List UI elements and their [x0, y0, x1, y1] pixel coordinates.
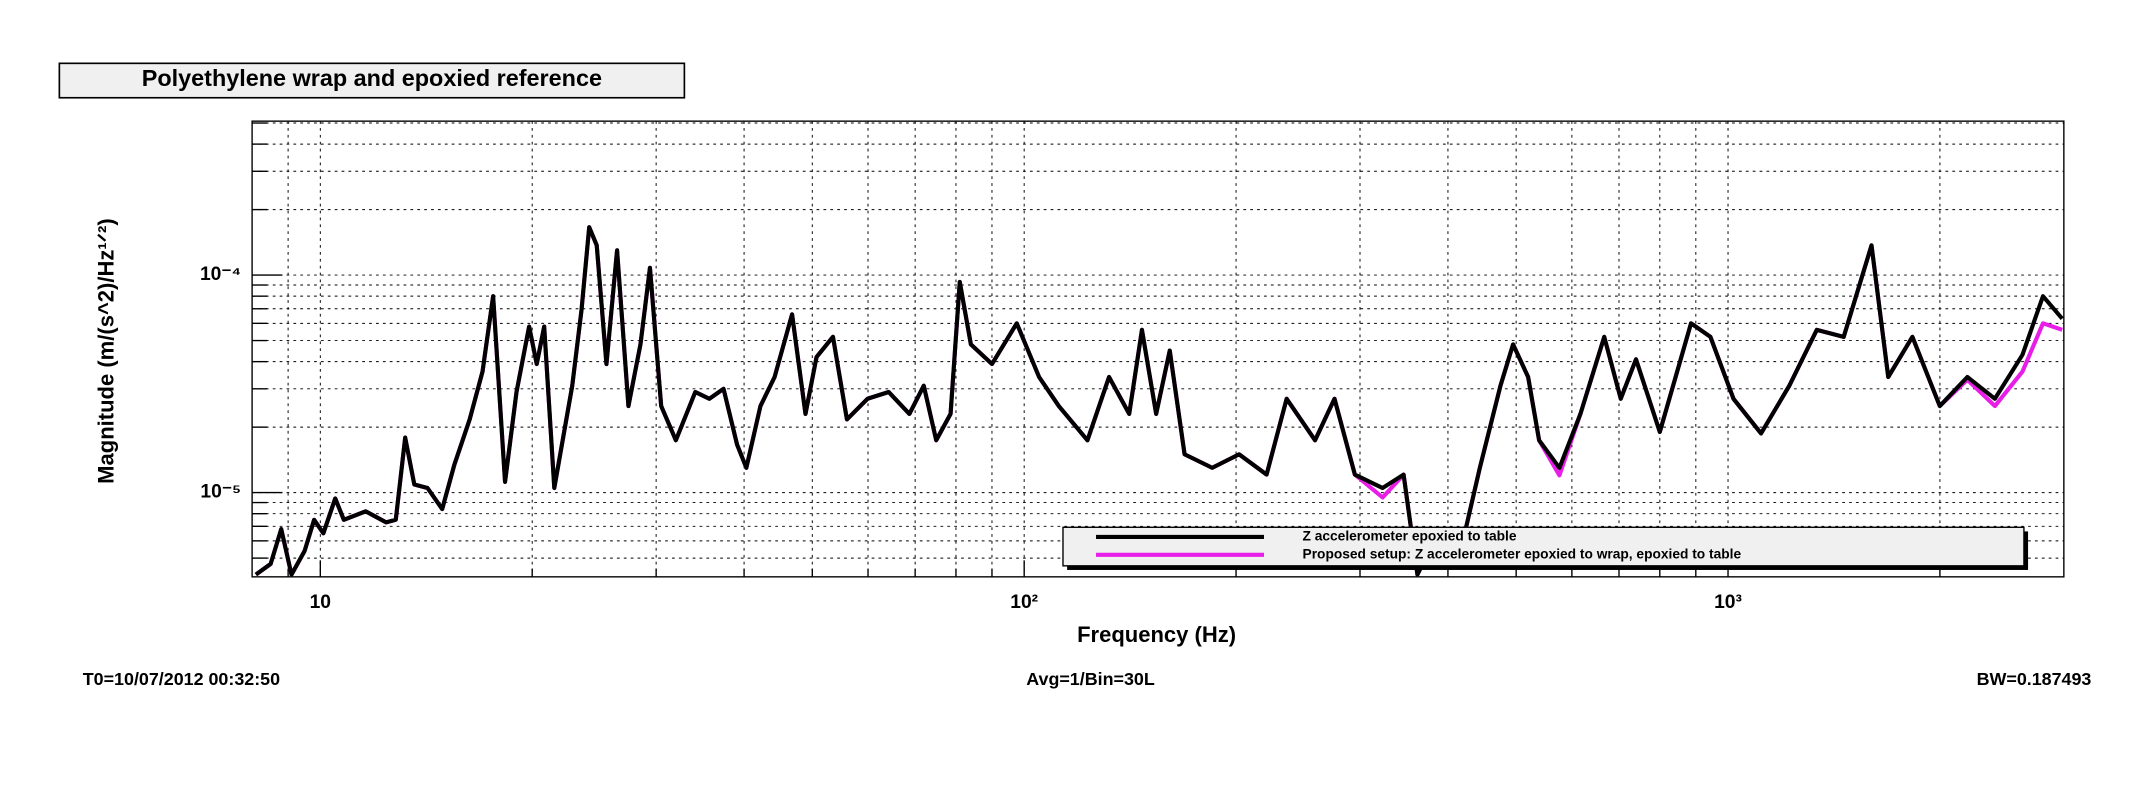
footer-left: T0=10/07/2012 00:32:50 [83, 669, 280, 689]
footer-right: BW=0.187493 [1977, 669, 2092, 689]
x-tick-label: 10² [1010, 592, 1038, 613]
footer-center: Avg=1/Bin=30L [1026, 669, 1155, 689]
y-axis-label: Magnitude (m/(s^2)/Hz¹ᐟ²) [93, 218, 118, 484]
legend-label: Proposed setup: Z accelerometer epoxied … [1303, 546, 1742, 561]
y-tick-label: 10⁻⁵ [200, 482, 241, 503]
x-tick-label: 10 [310, 592, 331, 613]
chart-title: Polyethylene wrap and epoxied reference [142, 65, 602, 91]
legend [1062, 526, 2025, 567]
legend-entries: Z accelerometer epoxied to table Proposed… [1096, 529, 1742, 561]
legend-label: Z accelerometer epoxied to table [1303, 529, 1517, 544]
lines [254, 225, 2064, 577]
title-box [58, 62, 686, 99]
series-line [254, 225, 2064, 577]
x-axis-label: Frequency (Hz) [1077, 622, 1236, 647]
x-tick-label: 10³ [1714, 592, 1742, 613]
y-tick-label: 10⁻⁴ [200, 264, 241, 285]
plot-area [251, 120, 2065, 578]
grid [252, 121, 2064, 577]
